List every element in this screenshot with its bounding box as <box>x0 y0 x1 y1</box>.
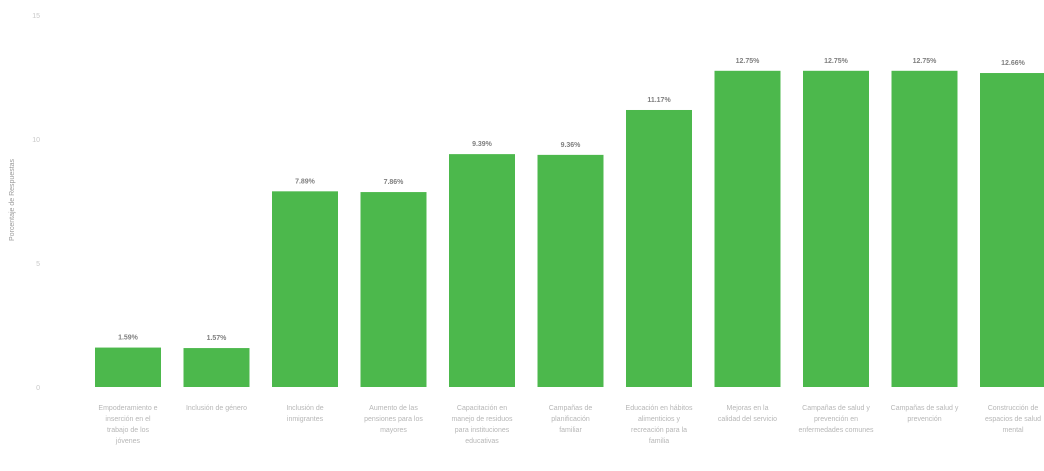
bar <box>360 192 427 387</box>
category-label: Construcción de espacios de salud mental <box>985 405 1041 434</box>
bar-data-label: 12.75% <box>824 58 849 65</box>
data-labels: 1.59% 1.57% 7.89% 7.86% 9.39% 9.36% 11.17% 12.7… <box>118 58 1026 342</box>
category-label: Educación en hábitos alimenticios y recrea… <box>626 405 693 445</box>
category-label: Aumento de las pensiones para los mayores <box>364 405 423 434</box>
category-label: Inclusión de género <box>186 405 247 412</box>
y-tick-label: 5 <box>36 261 40 268</box>
bar <box>626 109 692 387</box>
bar-data-label: 7.89% <box>295 178 316 185</box>
bar <box>980 73 1044 388</box>
category-label: Capacitación en manejo de residuos para in… <box>451 405 513 445</box>
category-label: Campañas de salud y prevención <box>891 405 959 423</box>
category-label: Campañas de salud y prevención en enfermed… <box>798 405 874 434</box>
bar-data-label: 9.39% <box>472 141 493 148</box>
bar <box>183 348 250 387</box>
bar-data-label: 9.36% <box>561 142 582 149</box>
y-tick-label: 0 <box>36 385 40 392</box>
bar-data-label: 11.17% <box>647 97 671 104</box>
bar-data-label: 1.57% <box>207 335 228 342</box>
bar <box>537 154 604 387</box>
bar-data-label: 12.66% <box>1001 60 1026 67</box>
bar <box>803 70 869 388</box>
y-tick-label: 10 <box>32 137 40 144</box>
bar-data-label: 7.86% <box>384 179 405 186</box>
bar <box>891 70 958 388</box>
y-axis-ticks: 0 5 10 15 <box>32 13 40 392</box>
bar <box>272 191 338 387</box>
category-label: Inclusión de inmigrantes <box>286 405 323 423</box>
category-labels: Empoderamiento e inserción en el trabajo d… <box>98 405 1041 445</box>
category-label: Campañas de planificación familiar <box>549 405 593 434</box>
category-label: Empoderamiento e inserción en el trabajo d… <box>98 405 157 445</box>
bar <box>449 154 515 387</box>
bar-data-label: 12.75% <box>913 58 938 65</box>
bar-data-label: 1.59% <box>118 335 139 342</box>
bar-data-label: 12.75% <box>736 58 761 65</box>
bar <box>95 347 161 387</box>
bar <box>714 70 781 388</box>
y-tick-label: 15 <box>32 13 40 20</box>
y-axis-label: Porcentaje de Respuestas <box>9 158 16 241</box>
category-label: Mejoras en la calidad del servicio <box>718 405 777 423</box>
bars <box>95 70 1044 388</box>
